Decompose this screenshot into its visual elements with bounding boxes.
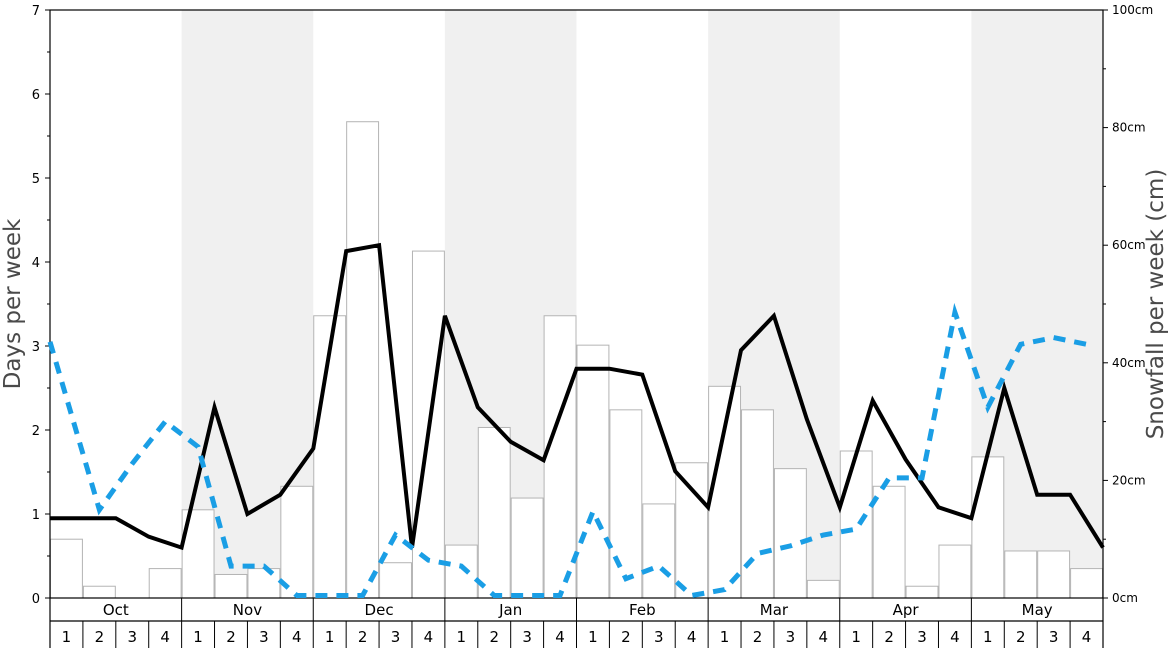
snowfall-bar xyxy=(379,562,412,599)
lines-layer xyxy=(47,242,1105,599)
left-tick-label: 4 xyxy=(32,256,40,271)
right-tick-label: 80cm xyxy=(1112,121,1146,135)
month-label: Dec xyxy=(365,601,394,619)
right-tick-label: 20cm xyxy=(1112,473,1146,487)
snowfall-bar xyxy=(477,426,511,599)
month-label: Feb xyxy=(629,601,656,619)
week-label: 1 xyxy=(851,628,861,646)
week-label: 1 xyxy=(983,628,993,646)
week-label: 3 xyxy=(917,628,927,646)
snowfall-bar xyxy=(609,409,643,599)
snowfall-bar xyxy=(444,544,478,599)
snowfall-bar xyxy=(1070,568,1103,599)
week-label: 2 xyxy=(489,628,499,646)
week-label: 1 xyxy=(457,628,467,646)
week-label: 3 xyxy=(127,628,137,646)
snowfall-bar xyxy=(280,485,314,599)
week-label: 3 xyxy=(786,628,796,646)
snowfall-bar xyxy=(148,568,182,599)
week-label: 4 xyxy=(160,628,170,646)
left-tick-label: 0 xyxy=(32,592,40,607)
snowfall-bar xyxy=(642,503,676,599)
snowfall-bar xyxy=(181,509,215,599)
snowfall-bar xyxy=(938,544,972,599)
x-axis-weeks: 1 2 3 4 1 2 3 4 1 2 3 4 1 2 3 4 1 2 3 4 1 2 3 4 1 2 3 4 1 2 3 4 xyxy=(62,621,1092,648)
solid-black-line xyxy=(50,242,1105,551)
snowfall-bar xyxy=(872,485,906,599)
month-label: Mar xyxy=(760,601,789,619)
left-tick-label: 7 xyxy=(32,4,40,19)
right-tick-label: 0cm xyxy=(1112,591,1138,605)
week-label: 1 xyxy=(62,628,72,646)
week-label: 1 xyxy=(325,628,335,646)
snowfall-bar xyxy=(214,573,248,599)
week-label: 3 xyxy=(259,628,269,646)
snowfall-bars xyxy=(50,121,1103,599)
snowfall-bar xyxy=(313,315,347,599)
snowfall-bar xyxy=(773,468,807,599)
snowfall-bar xyxy=(346,121,380,599)
snowfall-bar xyxy=(971,456,1005,599)
month-label: May xyxy=(1022,601,1053,619)
left-axis-title: Days per week xyxy=(0,218,26,389)
snowfall-bar xyxy=(806,579,840,599)
week-label: 2 xyxy=(226,628,236,646)
snowfall-bar xyxy=(905,585,939,599)
right-tick-label: 40cm xyxy=(1112,356,1146,370)
week-label: 2 xyxy=(1016,628,1026,646)
snowfall-bar xyxy=(741,409,774,599)
week-label: 2 xyxy=(884,628,894,646)
week-label: 3 xyxy=(522,628,532,646)
month-label: Nov xyxy=(233,601,262,619)
week-label: 4 xyxy=(555,628,565,646)
right-y-axis: 0cm 20cm 40cm 60cm 80cm 100cm xyxy=(1103,3,1153,605)
snowfall-bar xyxy=(543,315,577,599)
dashed-blue-line xyxy=(47,302,1087,599)
week-label: 4 xyxy=(687,628,697,646)
week-label: 4 xyxy=(1082,628,1092,646)
week-label: 2 xyxy=(358,628,368,646)
snowfall-bar xyxy=(675,462,709,599)
left-tick-label: 3 xyxy=(32,340,40,355)
snowfall-bar xyxy=(82,585,116,599)
snowfall-bar xyxy=(1037,550,1071,599)
week-label: 3 xyxy=(1049,628,1059,646)
snowfall-bar xyxy=(50,538,83,599)
left-tick-label: 5 xyxy=(32,172,40,187)
left-tick-label: 6 xyxy=(32,88,40,103)
week-label: 2 xyxy=(95,628,105,646)
snowfall-bar xyxy=(576,344,610,599)
month-label: Apr xyxy=(893,601,920,619)
right-tick-label: 100cm xyxy=(1112,3,1153,17)
snowfall-bar xyxy=(839,450,873,599)
week-label: 2 xyxy=(621,628,631,646)
left-tick-label: 1 xyxy=(32,508,40,523)
snowfall-bar xyxy=(1004,550,1038,599)
week-label: 2 xyxy=(753,628,763,646)
week-label: 3 xyxy=(391,628,401,646)
week-label: 4 xyxy=(950,628,960,646)
month-label: Jan xyxy=(498,601,522,619)
week-label: 1 xyxy=(588,628,598,646)
snowfall-bar xyxy=(247,568,281,599)
right-tick-label: 60cm xyxy=(1112,238,1146,252)
week-label: 4 xyxy=(292,628,302,646)
snowfall-bar xyxy=(510,497,544,599)
right-axis-title: Snowfall per week (cm) xyxy=(1143,169,1168,440)
left-tick-label: 2 xyxy=(32,424,40,439)
week-label: 4 xyxy=(819,628,829,646)
snowfall-bar xyxy=(708,385,742,599)
week-label: 3 xyxy=(654,628,664,646)
week-label: 1 xyxy=(193,628,203,646)
left-y-axis: 0 1 2 3 4 5 6 7 xyxy=(32,4,50,607)
week-label: 1 xyxy=(720,628,730,646)
week-label: 4 xyxy=(424,628,434,646)
month-label: Oct xyxy=(103,601,129,619)
